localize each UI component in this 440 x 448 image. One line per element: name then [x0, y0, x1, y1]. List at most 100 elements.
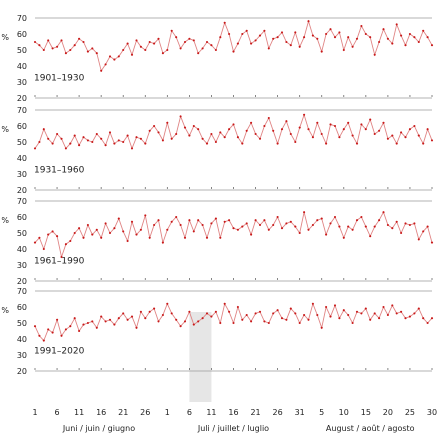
data-point — [342, 309, 345, 312]
data-point — [135, 136, 138, 139]
data-point — [386, 313, 389, 317]
data-point — [329, 222, 332, 225]
data-point — [117, 217, 120, 220]
data-point — [69, 325, 72, 328]
data-point — [82, 236, 85, 239]
data-point — [382, 28, 385, 31]
data-point — [298, 231, 301, 235]
data-point — [422, 142, 425, 145]
data-point — [280, 31, 284, 34]
data-point — [408, 315, 411, 318]
data-point — [153, 124, 156, 128]
data-point — [197, 219, 200, 222]
data-point — [333, 304, 337, 307]
y-tick-label: 40 — [17, 335, 27, 344]
data-point — [100, 137, 103, 140]
data-point — [161, 52, 164, 55]
data-point — [404, 222, 407, 225]
data-point — [126, 239, 129, 243]
data-point — [289, 132, 292, 136]
data-point — [197, 52, 200, 55]
data-point — [338, 225, 341, 228]
data-point — [285, 120, 288, 123]
y-tick-label: 50 — [17, 319, 27, 328]
y-tick-label: 30 — [17, 261, 27, 270]
data-point — [223, 21, 226, 24]
data-point — [408, 128, 411, 131]
data-point — [272, 223, 275, 227]
data-point — [100, 315, 103, 318]
y-tick-label: 20 — [17, 367, 27, 376]
data-point — [241, 225, 244, 228]
data-point — [258, 310, 262, 313]
data-point — [400, 131, 403, 134]
data-point — [113, 227, 116, 230]
data-point — [426, 321, 429, 325]
data-point — [113, 323, 116, 326]
data-point — [91, 47, 94, 50]
data-point — [117, 55, 120, 58]
data-point — [351, 321, 354, 325]
data-point — [139, 45, 142, 48]
data-point — [245, 129, 248, 132]
data-point — [241, 32, 244, 36]
data-point — [219, 321, 222, 325]
data-point — [210, 222, 213, 225]
data-point — [373, 132, 376, 136]
data-point — [78, 37, 81, 40]
data-point — [254, 132, 257, 136]
data-point — [355, 37, 359, 40]
data-point — [95, 228, 98, 231]
data-point — [250, 42, 253, 45]
data-point — [311, 136, 314, 139]
data-point — [316, 313, 319, 317]
data-point — [78, 144, 81, 147]
data-point — [241, 318, 244, 321]
data-point — [228, 310, 231, 313]
data-point — [108, 318, 112, 321]
data-point — [166, 121, 169, 124]
series-line-1931–1960 — [34, 113, 433, 150]
data-point — [86, 321, 89, 325]
y-tick-label: 70 — [17, 197, 27, 206]
data-point — [219, 131, 222, 134]
data-point — [188, 310, 191, 313]
data-point — [183, 236, 187, 239]
data-point — [56, 235, 59, 238]
data-point — [33, 325, 37, 328]
data-point — [232, 321, 235, 325]
data-point — [311, 302, 314, 305]
x-tick-label: 1 — [32, 408, 37, 417]
data-point — [364, 307, 367, 310]
data-point — [161, 139, 164, 142]
y-tick-label: 50 — [17, 229, 27, 238]
data-point — [289, 220, 292, 223]
data-point — [347, 225, 350, 228]
data-point — [148, 40, 151, 44]
data-point — [422, 29, 425, 32]
data-point — [104, 320, 107, 323]
data-point — [192, 323, 195, 326]
data-point — [245, 29, 248, 32]
data-point — [197, 128, 200, 131]
data-point — [395, 312, 398, 315]
data-point — [417, 238, 420, 241]
data-point — [333, 36, 337, 39]
data-point — [210, 315, 213, 318]
data-point — [144, 214, 147, 217]
x-tick-label: 16 — [228, 408, 238, 417]
data-point — [170, 220, 173, 223]
data-point — [285, 40, 288, 44]
data-point — [298, 45, 301, 48]
data-point — [64, 328, 67, 331]
data-point — [166, 228, 169, 231]
data-point — [347, 313, 350, 317]
data-point — [285, 222, 288, 225]
data-point — [113, 58, 116, 61]
data-point — [108, 131, 112, 134]
data-point — [298, 321, 301, 325]
data-point — [100, 236, 103, 239]
data-point — [95, 52, 98, 55]
x-tick-label: 11 — [206, 408, 216, 417]
